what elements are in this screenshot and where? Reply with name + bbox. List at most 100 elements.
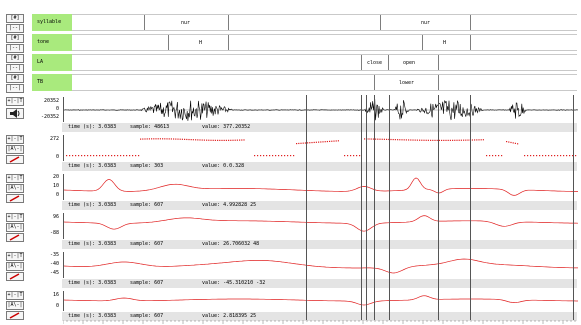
f0-point xyxy=(190,139,192,141)
status-time: time (s): 3.0383 xyxy=(68,163,117,169)
tier-segment[interactable]: open xyxy=(388,55,438,70)
y-tick-label: -35 xyxy=(49,252,59,258)
tier-segment[interactable]: H xyxy=(422,35,470,50)
zoom-toggle-button[interactable]: +|-|T xyxy=(6,135,24,144)
tier-boundary[interactable] xyxy=(438,55,439,70)
pen-icon[interactable] xyxy=(6,155,24,164)
cursor-line[interactable] xyxy=(470,95,471,320)
f0-point xyxy=(449,139,451,141)
tier-range-button[interactable]: |--| xyxy=(6,84,24,93)
f0-point xyxy=(230,139,232,141)
f0-point xyxy=(90,155,92,157)
autoscale-button[interactable]: |A\-| xyxy=(6,145,24,154)
f0-point xyxy=(563,155,565,157)
pen-icon[interactable] xyxy=(6,272,24,281)
tier-area-syllable[interactable]: nur nur xyxy=(72,14,577,31)
f0-point xyxy=(197,139,199,141)
f0-point xyxy=(347,155,349,157)
f0-point xyxy=(81,155,83,157)
f0-point xyxy=(241,139,243,141)
waveform-plot[interactable] xyxy=(63,97,578,122)
f0-point xyxy=(188,138,190,141)
tier-expand-button[interactable]: [#] xyxy=(6,54,24,63)
tier-area-tb[interactable]: lower xyxy=(72,74,577,91)
boundary-line[interactable] xyxy=(366,95,367,320)
speaker-icon[interactable] xyxy=(6,108,24,119)
boundary-line[interactable] xyxy=(438,95,439,320)
segment-label: nur xyxy=(181,20,191,26)
tier-expand-button[interactable]: [#] xyxy=(6,74,24,83)
tier-range-button[interactable]: |--| xyxy=(6,44,24,53)
status-bar: time (s): 3.0383 sample: 607 value: -45.… xyxy=(62,279,577,288)
pen-icon[interactable] xyxy=(6,194,24,203)
status-time: time (s): 3.0383 xyxy=(68,280,117,286)
f0-point xyxy=(123,155,125,157)
tier-segment[interactable]: nur xyxy=(144,15,228,30)
segment-label: open xyxy=(403,60,416,66)
f0-point xyxy=(353,155,355,157)
zoom-toggle-button[interactable]: +|-|T xyxy=(6,252,24,261)
tier-boundary[interactable] xyxy=(438,75,439,90)
tier-expand-button[interactable]: [#] xyxy=(6,34,24,43)
tier-range-button[interactable]: |--| xyxy=(6,24,24,33)
f0-plot[interactable] xyxy=(63,135,577,161)
f0-point xyxy=(410,139,412,141)
boundary-line[interactable] xyxy=(361,95,362,320)
boundary-line[interactable] xyxy=(573,95,574,320)
f0-point xyxy=(554,155,556,157)
f0-point xyxy=(551,155,553,157)
f0-point xyxy=(423,139,425,141)
boundary-line[interactable] xyxy=(374,95,375,320)
f0-point xyxy=(219,139,221,141)
pen-icon[interactable] xyxy=(6,311,24,320)
tier-range-button[interactable]: |--| xyxy=(6,64,24,73)
trace-1-plot[interactable] xyxy=(63,174,579,200)
track-f0: +|-|T |A\-| 272 0 time (s): 3.0383 sampl… xyxy=(0,133,581,171)
tier-segment[interactable]: lower xyxy=(374,75,438,90)
tier-boundary[interactable] xyxy=(470,15,471,30)
f0-point xyxy=(326,140,328,143)
autoscale-button[interactable]: |A\-| xyxy=(6,262,24,271)
tier-segment[interactable]: H xyxy=(168,35,228,50)
tier-segment[interactable]: close xyxy=(361,55,388,70)
status-sample: sample: 607 xyxy=(130,313,164,319)
autoscale-button[interactable]: |A\-| xyxy=(6,184,24,193)
status-bar: time (s): 3.0383 sample: 607 value: 2.81… xyxy=(62,312,577,321)
boundary-line[interactable] xyxy=(389,95,390,320)
tier-area-la[interactable]: close open xyxy=(72,54,577,71)
f0-point xyxy=(405,139,407,141)
autoscale-button[interactable]: |A\-| xyxy=(6,223,24,232)
status-time: time (s): 3.0383 xyxy=(68,124,117,130)
tier-label-tb: TB xyxy=(32,74,72,91)
f0-point xyxy=(263,155,265,157)
f0-point xyxy=(381,138,383,140)
f0-point xyxy=(206,139,208,141)
f0-point xyxy=(575,155,577,157)
boundary-line[interactable] xyxy=(306,95,307,320)
status-sample: sample: 607 xyxy=(130,280,164,286)
zoom-toggle-button[interactable]: +|-|T xyxy=(6,291,24,300)
y-tick-label: 0 xyxy=(55,192,59,198)
status-sample: sample: 48613 xyxy=(130,124,170,130)
tier-area-tone[interactable]: H H xyxy=(72,34,577,51)
tier-boundary[interactable] xyxy=(228,35,229,50)
pen-icon[interactable] xyxy=(6,233,24,242)
f0-point xyxy=(284,155,286,157)
trace-4-plot[interactable] xyxy=(63,291,578,311)
zoom-toggle-button[interactable]: +|-|T xyxy=(6,97,24,106)
trace-2-plot[interactable] xyxy=(63,213,579,239)
zoom-toggle-button[interactable]: +|-|T xyxy=(6,174,24,183)
f0-point xyxy=(476,139,478,141)
f0-point xyxy=(324,141,326,143)
f0-point xyxy=(102,155,104,157)
f0-point xyxy=(566,155,568,157)
tier-expand-button[interactable]: [#] xyxy=(6,14,24,23)
zoom-toggle-button[interactable]: +|-|T xyxy=(6,213,24,222)
f0-point xyxy=(498,155,500,157)
waveform-trace xyxy=(64,99,578,121)
tier-boundary[interactable] xyxy=(470,35,471,50)
tier-boundary[interactable] xyxy=(228,15,229,30)
tier-segment[interactable]: nur xyxy=(380,15,470,30)
autoscale-button[interactable]: |A\-| xyxy=(6,301,24,310)
trace-3-plot[interactable] xyxy=(63,252,578,278)
